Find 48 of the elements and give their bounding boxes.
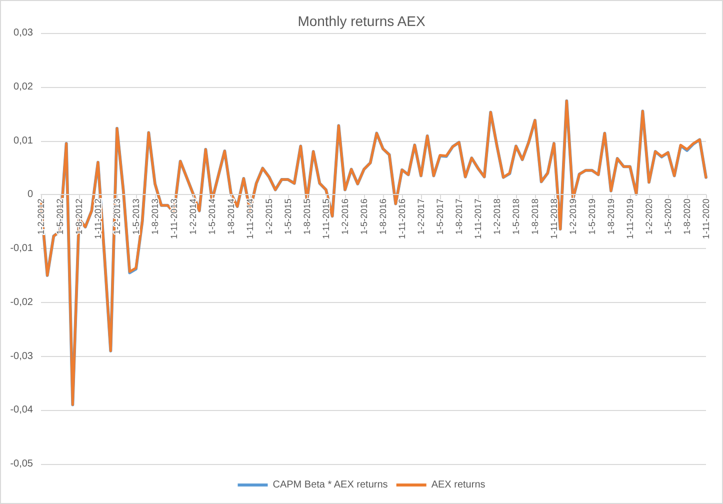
- x-tick-label: 1-2-2019: [568, 198, 578, 235]
- x-tick-label: 1-11-2017: [473, 198, 483, 239]
- legend-label: AEX returns: [431, 480, 486, 490]
- x-tick-label: 1-2-2018: [492, 198, 502, 235]
- x-tick-label: 1-8-2019: [606, 198, 616, 235]
- x-tick-label: 1-5-2016: [359, 198, 369, 235]
- x-tick-label: 1-5-2014: [207, 198, 217, 235]
- x-tick-label: 1-2-2016: [340, 198, 350, 235]
- x-tick-label: 1-5-2017: [435, 198, 445, 235]
- x-tick-label: 1-11-2013: [169, 198, 179, 239]
- x-tick-label: 1-5-2018: [511, 198, 521, 235]
- x-tick-label: 1-8-2020: [682, 198, 692, 235]
- x-tick-label: 1-2-2012: [36, 198, 46, 235]
- y-tick-label: -0,03: [10, 350, 34, 362]
- x-tick-label: 1-2-2014: [188, 198, 198, 235]
- x-tick-label: 1-8-2012: [74, 198, 84, 235]
- x-tick-label: 1-5-2020: [663, 198, 673, 235]
- x-tick-label: 1-11-2016: [397, 198, 407, 239]
- x-tick-label: 1-8-2015: [302, 198, 312, 235]
- x-tick-label: 1-5-2013: [131, 198, 141, 235]
- y-tick-label: -0,04: [10, 404, 34, 416]
- x-tick-label: 1-11-2015: [321, 198, 331, 239]
- x-tick-label: 1-8-2013: [150, 198, 160, 235]
- x-tick-label: 1-2-2013: [112, 198, 122, 235]
- y-tick-label: -0,01: [10, 243, 34, 254]
- chart-title: Monthly returns AEX: [298, 13, 426, 29]
- x-tick-label: 1-8-2016: [378, 198, 388, 235]
- x-tick-label: 1-11-2014: [245, 198, 255, 239]
- x-tick-label: 1-11-2019: [625, 198, 635, 239]
- x-tick-label: 1-11-2018: [549, 198, 559, 239]
- y-tick-label: -0,02: [10, 296, 34, 308]
- y-tick-label: 0: [27, 189, 34, 200]
- y-tick-label: 0,01: [14, 135, 34, 146]
- x-tick-label: 1-5-2012: [55, 198, 65, 235]
- x-tick-label: 1-2-2017: [416, 198, 426, 235]
- y-tick-label: 0,02: [14, 81, 34, 92]
- x-tick-label: 1-5-2015: [283, 198, 293, 235]
- y-tick-label: -0,05: [10, 458, 34, 470]
- x-tick-label: 1-11-2020: [701, 198, 711, 239]
- x-tick-label: 1-5-2019: [587, 198, 597, 235]
- x-tick-label: 1-8-2017: [454, 198, 464, 235]
- x-tick-label: 1-2-2020: [644, 198, 654, 235]
- x-tick-label: 1-11-2012: [93, 198, 103, 239]
- legend-label: CAPM Beta * AEX returns: [272, 480, 388, 490]
- y-tick-label: 0,03: [14, 28, 34, 38]
- x-tick-label: 1-2-2015: [264, 198, 274, 235]
- x-tick-label: 1-8-2014: [226, 198, 236, 235]
- x-tick-label: 1-8-2018: [530, 198, 540, 235]
